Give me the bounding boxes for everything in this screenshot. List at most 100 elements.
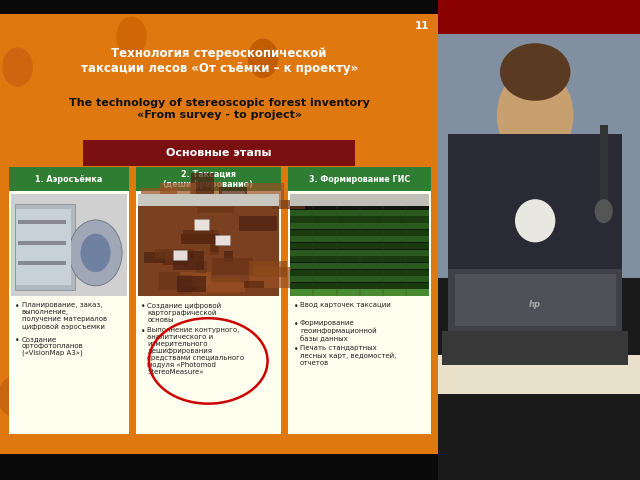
Bar	[173, 251, 205, 270]
Text: 2. Таксация
(дешифрирование): 2. Таксация (дешифрирование)	[163, 169, 253, 189]
Bar	[189, 182, 223, 199]
Text: Планирование, заказ,
выполнение,
получение материалов
цифровой аэросъемки: Планирование, заказ, выполнение, получен…	[22, 302, 107, 330]
Bar	[181, 234, 207, 243]
Bar	[173, 250, 188, 260]
Bar	[136, 167, 280, 434]
Text: •: •	[294, 320, 298, 329]
Text: 1. Аэросъёмка: 1. Аэросъёмка	[35, 175, 103, 183]
Text: •: •	[294, 346, 298, 354]
Bar	[600, 125, 608, 211]
Text: Создание цифровой
картографической
основы: Создание цифровой картографической основ…	[147, 302, 221, 324]
Bar	[179, 275, 193, 294]
Ellipse shape	[515, 199, 556, 242]
Ellipse shape	[248, 390, 278, 430]
Text: hp: hp	[529, 300, 541, 309]
Bar	[239, 216, 277, 231]
Bar	[291, 194, 429, 296]
Bar	[449, 134, 622, 278]
Bar	[138, 194, 278, 296]
Bar	[219, 187, 248, 198]
Bar	[15, 204, 76, 290]
Text: •: •	[141, 327, 145, 336]
Ellipse shape	[69, 220, 122, 286]
Bar	[182, 230, 214, 243]
Bar	[159, 272, 197, 289]
Bar	[163, 251, 189, 264]
Bar	[291, 243, 429, 249]
Bar	[18, 240, 66, 245]
Bar	[291, 283, 429, 289]
Bar	[180, 272, 211, 286]
Bar	[206, 282, 245, 292]
Bar	[211, 230, 219, 255]
Text: Создание
ортофотопланов
(«VisionMap A3»): Создание ортофотопланов («VisionMap A3»)	[22, 336, 83, 356]
Text: Печать стандартных
лесных карт, ведомостей,
отчетов: Печать стандартных лесных карт, ведомост…	[300, 346, 396, 366]
Ellipse shape	[497, 67, 573, 163]
Bar	[245, 183, 284, 200]
Bar	[291, 223, 429, 229]
Bar	[212, 258, 253, 275]
Bar	[438, 34, 640, 278]
Bar	[291, 216, 429, 223]
Bar	[0, 14, 438, 454]
Bar	[438, 355, 640, 394]
Text: •: •	[15, 302, 20, 311]
Bar	[291, 276, 429, 282]
Bar	[224, 251, 234, 262]
Text: Технология стереоскопической
таксации лесов «От съёмки – к проекту»: Технология стереоскопической таксации ле…	[81, 47, 358, 74]
Bar	[291, 250, 429, 256]
Bar	[291, 194, 429, 206]
Bar	[291, 289, 429, 296]
Bar	[155, 249, 194, 259]
Bar	[144, 252, 165, 263]
Bar	[141, 188, 177, 197]
Ellipse shape	[248, 38, 278, 78]
Bar	[291, 210, 429, 216]
Text: Выполнение контурного,
аналитического и
измерительного
дешифрирования
средствами: Выполнение контурного, аналитического и …	[147, 327, 244, 375]
Bar	[200, 277, 241, 294]
Bar	[9, 167, 129, 192]
Ellipse shape	[81, 234, 111, 272]
Bar	[196, 261, 207, 273]
Bar	[136, 167, 280, 192]
Bar	[454, 274, 616, 326]
Bar	[289, 167, 431, 192]
Text: •: •	[15, 336, 20, 345]
Bar	[9, 167, 129, 434]
Bar	[249, 267, 291, 288]
Ellipse shape	[0, 377, 29, 416]
Bar	[291, 256, 429, 263]
Ellipse shape	[2, 48, 33, 87]
Bar	[160, 183, 196, 201]
Bar	[12, 194, 127, 296]
Bar	[442, 331, 628, 365]
Bar	[18, 261, 66, 265]
Text: •: •	[141, 302, 145, 311]
Bar	[272, 200, 305, 209]
Bar	[83, 140, 355, 166]
Ellipse shape	[500, 43, 570, 101]
Bar	[177, 276, 205, 292]
Text: Основные этапы: Основные этапы	[166, 148, 272, 158]
Bar	[18, 220, 66, 225]
Bar	[197, 207, 234, 213]
Bar	[215, 235, 230, 245]
Bar	[249, 261, 287, 276]
Bar	[291, 230, 429, 236]
Text: The technology of stereoscopic forest inventory
«From survey - to project»: The technology of stereoscopic forest in…	[68, 98, 370, 120]
Bar	[449, 269, 622, 336]
Text: 3. Формирование ГИС: 3. Формирование ГИС	[309, 175, 410, 183]
Ellipse shape	[595, 199, 612, 223]
Text: 11: 11	[415, 22, 429, 31]
Text: Формирование
геоинформационной
базы данных: Формирование геоинформационной базы данн…	[300, 320, 376, 342]
Bar	[289, 167, 431, 434]
Ellipse shape	[116, 17, 147, 56]
Bar	[438, 0, 640, 480]
Bar	[194, 219, 209, 229]
Bar	[181, 234, 220, 244]
Bar	[17, 209, 70, 286]
Bar	[291, 269, 429, 276]
Text: •: •	[294, 302, 298, 311]
Bar	[191, 173, 214, 196]
Bar	[438, 384, 640, 480]
